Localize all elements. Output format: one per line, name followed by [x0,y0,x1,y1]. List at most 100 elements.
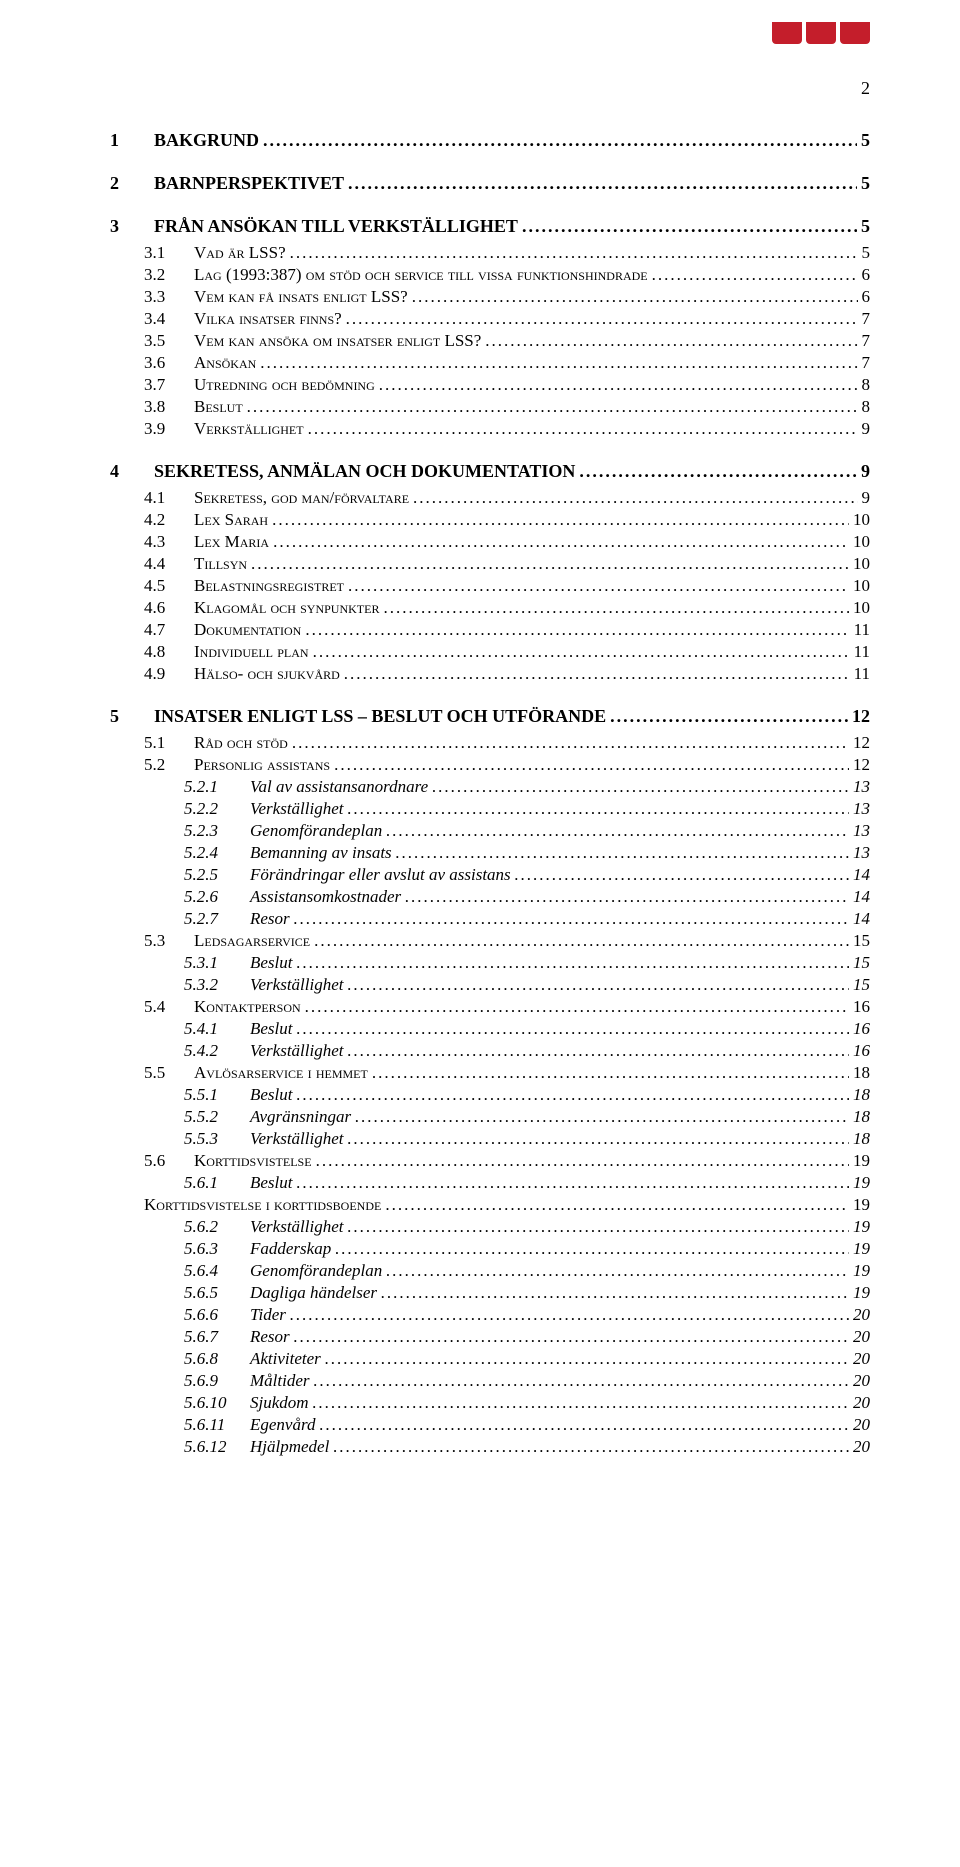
toc-entry-label: Kontaktperson [194,997,301,1017]
toc-entry-number: 3.9 [144,419,194,439]
toc-entry-number: 5.2.6 [184,887,250,907]
toc-entry: 4.1Sekretess, god man/förvaltare........… [110,488,870,508]
toc-entry-label: Vad är LSS? [194,243,286,263]
toc-entry: 5.6.7Resor..............................… [110,1327,870,1347]
toc-entry-number: 4.6 [144,598,194,618]
toc-entry-number: 3 [110,216,154,237]
toc-entry-label: Ansökan [194,353,256,373]
toc-entry: 5.6.11Egenvård..........................… [110,1415,870,1435]
toc-leader-dots: ........................................… [290,909,849,929]
toc-entry-number: 5.6.7 [184,1327,250,1347]
toc-entry-label: BAKGRUND [154,130,259,151]
toc-entry: 4.3Lex Maria............................… [110,532,870,552]
toc-entry-number: 3.6 [144,353,194,373]
toc-entry-label: Verkställighet [250,799,343,819]
toc-leader-dots: ........................................… [243,397,858,417]
toc-entry-label: INSATSER ENLIGT LSS – BESLUT OCH UTFÖRAN… [154,706,606,727]
toc-entry-label: Genomförandeplan [250,821,382,841]
toc-entry-page: 10 [849,598,870,618]
toc-entry: 4.7Dokumentation........................… [110,620,870,640]
toc-entry-number: 5.2 [144,755,194,775]
toc-entry-number: 4.9 [144,664,194,684]
toc-entry-page: 10 [849,554,870,574]
toc-entry-number: 5.6.2 [184,1217,250,1237]
toc-entry: Korttidsvistelse i korttidsboende.......… [110,1195,870,1215]
toc-entry-page: 7 [858,331,871,351]
toc-entry-number: 5.6.12 [184,1437,250,1457]
toc-leader-dots: ........................................… [401,887,849,907]
toc-entry-label: Assistansomkostnader [250,887,401,907]
toc-entry: 5.6.3Fadderskap.........................… [110,1239,870,1259]
toc-entry-label: Avgränsningar [250,1107,351,1127]
toc-entry: 5.6.5Dagliga händelser..................… [110,1283,870,1303]
toc-entry-page: 13 [849,843,870,863]
toc-entry: 4.2Lex Sarah............................… [110,510,870,530]
toc-entry-label: Råd och stöd [194,733,288,753]
toc-entry-number: 5.2.3 [184,821,250,841]
toc-entry-label: Dagliga händelser [250,1283,377,1303]
toc-leader-dots: ........................................… [310,1371,850,1391]
toc-leader-dots: ........................................… [309,642,850,662]
toc-entry-page: 20 [849,1415,870,1435]
toc-entry-page: 16 [849,1019,870,1039]
toc-entry-page: 5 [857,216,870,237]
toc-leader-dots: ........................................… [351,1107,849,1127]
toc-entry-label: Lex Maria [194,532,269,552]
toc-entry: 3.9Verkställighet.......................… [110,419,870,439]
toc-entry-number: 5.1 [144,733,194,753]
toc-leader-dots: ........................................… [377,1283,849,1303]
toc-entry-page: 18 [849,1085,870,1105]
toc-leader-dots: ........................................… [343,975,849,995]
toc-leader-dots: ........................................… [343,1041,849,1061]
toc-entry-label: Utredning och bedömning [194,375,375,395]
toc-entry-label: Verkställighet [250,1217,343,1237]
toc-leader-dots: ........................................… [288,733,849,753]
toc-entry: 4.8Individuell plan.....................… [110,642,870,662]
toc-entry-page: 8 [858,375,871,395]
toc-entry-number: 5.6.11 [184,1415,250,1435]
toc-entry-number: 4 [110,461,154,482]
toc-entry-label: Genomförandeplan [250,1261,382,1281]
toc-entry-number: 5.6.8 [184,1349,250,1369]
toc-entry: 1BAKGRUND...............................… [110,130,870,151]
toc-entry-label: Beslut [250,1085,293,1105]
toc-entry: 5.2.7Resor..............................… [110,909,870,929]
toc-entry-number: 5.6.5 [184,1283,250,1303]
toc-leader-dots: ........................................… [340,664,850,684]
toc-entry-label: BARNPERSPEKTIVET [154,173,344,194]
toc-entry: 5.3.2Verkställighet.....................… [110,975,870,995]
toc-entry-page: 13 [849,821,870,841]
toc-entry-page: 19 [849,1217,870,1237]
toc-entry: 5.6.12Hjälpmedel........................… [110,1437,870,1457]
toc-entry-number: 5.6.9 [184,1371,250,1391]
toc-entry: 3FRÅN ANSÖKAN TILL VERKSTÄLLIGHET.......… [110,216,870,237]
toc-entry-page: 18 [849,1063,870,1083]
toc-entry-number: 5.6.1 [184,1173,250,1193]
toc-entry-page: 6 [858,287,871,307]
toc-entry-page: 13 [849,777,870,797]
toc-entry-number: 5.6.6 [184,1305,250,1325]
toc-entry-number: 5.6.10 [184,1393,250,1413]
toc-entry-number: 5.4.1 [184,1019,250,1039]
toc-entry-number: 5.2.4 [184,843,250,863]
toc-entry-page: 10 [849,576,870,596]
toc-entry: 3.2Lag (1993:387) om stöd och service ti… [110,265,870,285]
toc-entry: 5.2.2Verkställighet.....................… [110,799,870,819]
toc-leader-dots: ........................................… [269,532,849,552]
toc-entry-page: 9 [858,488,871,508]
toc-leader-dots: ........................................… [301,620,849,640]
tab-decor [840,22,870,44]
toc-entry-page: 14 [849,909,870,929]
toc-entry-label: FRÅN ANSÖKAN TILL VERKSTÄLLIGHET [154,216,518,237]
toc-entry-page: 16 [849,997,870,1017]
toc-leader-dots: ........................................… [344,173,857,194]
toc-entry: 5.5.2Avgränsningar......................… [110,1107,870,1127]
tab-decor [806,22,836,44]
toc-entry: 5.6.2Verkställighet.....................… [110,1217,870,1237]
toc-entry-number: 4.7 [144,620,194,640]
toc-entry-number: 3.5 [144,331,194,351]
toc-entry-page: 11 [850,642,870,662]
toc-entry-number: 4.2 [144,510,194,530]
toc-leader-dots: ........................................… [329,1437,849,1457]
toc-entry-label: Ledsagarservice [194,931,310,951]
